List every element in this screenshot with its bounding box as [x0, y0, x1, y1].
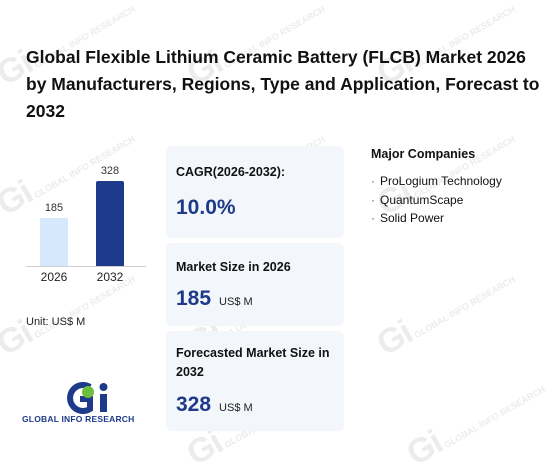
report-title: Global Flexible Lithium Ceramic Battery … [26, 47, 540, 121]
market-size-card: Market Size in 2026 185 US$ M [166, 243, 344, 326]
bar-value-2032: 328 [100, 165, 120, 177]
forecast-label: Forecasted Market Size in 2032 [176, 346, 330, 379]
bar-label-2032: 2032 [96, 270, 124, 284]
chart-axis [26, 266, 146, 267]
forecast-value: 328 [176, 393, 212, 416]
forecast-unit: US$ M [219, 402, 253, 414]
company-logo: GLOBAL INFO RESEARCH [22, 380, 152, 430]
bar-label-2026: 2026 [40, 270, 68, 284]
company-item: QuantumScape [371, 191, 502, 210]
chart-unit-label: Unit: US$ M [26, 316, 86, 328]
company-item: Solid Power [371, 209, 502, 228]
cagr-card: CAGR(2026-2032): 10.0% [166, 146, 344, 238]
companies-title: Major Companies [371, 147, 476, 161]
cagr-value: 10.0% [176, 196, 236, 219]
bar-2026 [40, 218, 68, 266]
cagr-label: CAGR(2026-2032): [176, 165, 286, 179]
market-size-value-row: 185 US$ M [176, 287, 253, 311]
watermark: GiGLOBAL INFO RESEARCH [400, 383, 547, 474]
company-item: ProLogium Technology [371, 172, 502, 191]
gi-logo-icon [67, 382, 108, 414]
market-size-label: Market Size in 2026 [176, 260, 291, 274]
bar-value-2026: 185 [44, 202, 64, 215]
forecast-card: Forecasted Market Size in 2032 328 US$ M [166, 331, 344, 431]
forecast-value-row: 328 US$ M [176, 393, 253, 417]
market-size-unit: US$ M [219, 296, 253, 308]
company-list: ProLogium Technology QuantumScape Solid … [371, 172, 502, 228]
market-size-value: 185 [176, 287, 212, 310]
market-size-chart: 185 328 2026 2032 [26, 148, 146, 298]
watermark: GiGLOBAL INFO RESEARCH [370, 273, 517, 364]
logo-text: GLOBAL INFO RESEARCH [22, 414, 135, 424]
bar-2032 [96, 181, 124, 266]
